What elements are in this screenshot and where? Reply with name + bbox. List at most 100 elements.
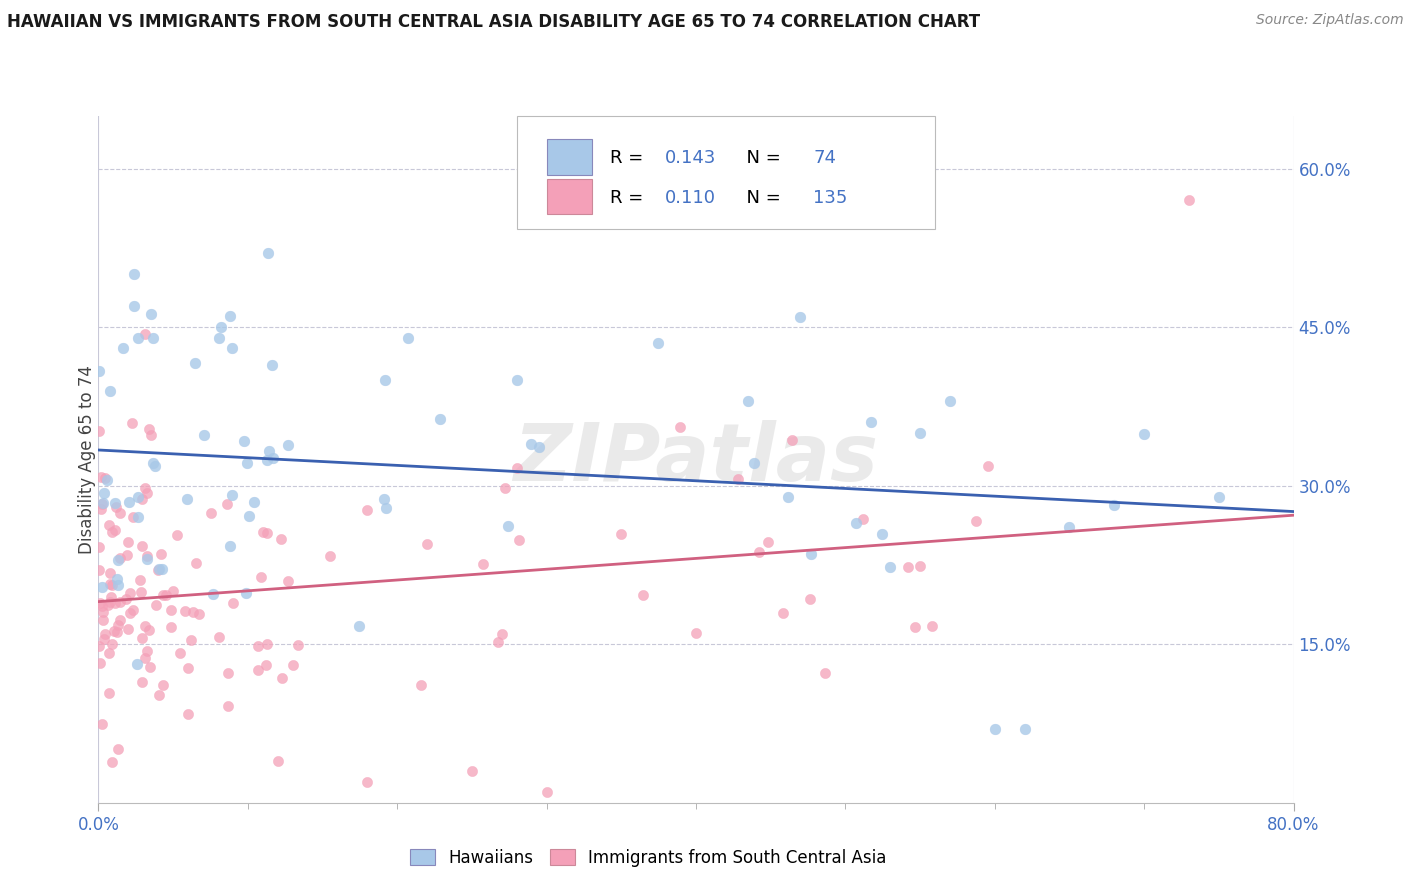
Point: [105, 625, 128, 640]
Point: [669, 420, 692, 434]
Point: [134, 327, 156, 342]
Point: [236, 456, 259, 470]
Point: [93, 632, 115, 647]
Point: [98, 576, 121, 591]
Point: [374, 373, 396, 387]
Point: [799, 592, 821, 607]
Text: 74: 74: [813, 149, 837, 167]
Point: [122, 268, 145, 282]
Point: [217, 497, 239, 511]
Point: [141, 307, 163, 321]
Point: [529, 440, 551, 454]
Point: [101, 578, 124, 592]
Text: R =: R =: [610, 188, 650, 207]
Point: [780, 433, 803, 447]
Point: [176, 707, 198, 722]
Point: [169, 647, 191, 661]
Point: [277, 438, 299, 452]
Point: [939, 394, 962, 409]
Point: [162, 584, 184, 599]
Point: [277, 574, 299, 588]
Point: [1133, 427, 1156, 442]
Point: [409, 677, 432, 691]
Point: [254, 658, 277, 673]
Point: [94, 471, 117, 485]
Point: [814, 665, 837, 680]
Point: [121, 416, 143, 430]
Point: [1178, 194, 1201, 208]
Point: [127, 331, 149, 345]
Point: [148, 562, 170, 576]
Point: [142, 331, 165, 345]
Point: [91, 495, 114, 509]
Point: [742, 456, 765, 470]
Point: [800, 547, 823, 561]
Point: [270, 532, 292, 546]
Point: [356, 774, 378, 789]
Point: [97, 646, 120, 660]
Point: [1014, 722, 1036, 736]
Point: [506, 460, 529, 475]
FancyBboxPatch shape: [517, 116, 935, 229]
Point: [135, 549, 157, 564]
Text: ZIPatlas: ZIPatlas: [513, 420, 879, 499]
Point: [852, 512, 875, 526]
Point: [287, 638, 309, 652]
Point: [246, 663, 269, 677]
Point: [486, 635, 509, 649]
Point: [218, 309, 240, 323]
Point: [152, 678, 174, 692]
Point: [685, 626, 707, 640]
Point: [103, 624, 125, 639]
Point: [256, 525, 278, 540]
Text: N =: N =: [735, 149, 787, 167]
Point: [235, 586, 257, 600]
Point: [246, 639, 269, 653]
Point: [131, 674, 153, 689]
Point: [281, 657, 304, 672]
Point: [98, 384, 121, 399]
Point: [260, 359, 283, 373]
Point: [90, 470, 112, 484]
Point: [87, 425, 110, 439]
Point: [117, 622, 139, 636]
Point: [879, 560, 901, 574]
Point: [429, 412, 451, 426]
Point: [98, 686, 121, 700]
Point: [135, 486, 157, 500]
Point: [416, 537, 439, 551]
Point: [262, 450, 284, 465]
Point: [98, 566, 121, 581]
Point: [845, 516, 868, 530]
Point: [131, 631, 153, 645]
Point: [520, 436, 543, 450]
Point: [536, 785, 558, 799]
Point: [127, 510, 149, 524]
Point: [127, 490, 149, 504]
Point: [508, 533, 530, 547]
Text: 0.110: 0.110: [665, 188, 716, 207]
Point: [789, 310, 811, 324]
Point: [398, 330, 420, 344]
Point: [160, 620, 183, 634]
Point: [97, 598, 120, 612]
Point: [375, 501, 398, 516]
Point: [115, 591, 138, 606]
Point: [134, 482, 156, 496]
Point: [727, 472, 749, 486]
Point: [152, 588, 174, 602]
Point: [217, 665, 239, 680]
Point: [110, 506, 132, 520]
Point: [1104, 498, 1126, 512]
Text: 135: 135: [813, 188, 848, 207]
Point: [356, 502, 378, 516]
Point: [122, 509, 145, 524]
Point: [139, 428, 162, 442]
Point: [100, 524, 122, 539]
Point: [90, 599, 112, 614]
Point: [472, 558, 495, 572]
Point: [270, 671, 292, 685]
Point: [145, 458, 167, 473]
Point: [256, 453, 278, 467]
Point: [139, 660, 162, 674]
